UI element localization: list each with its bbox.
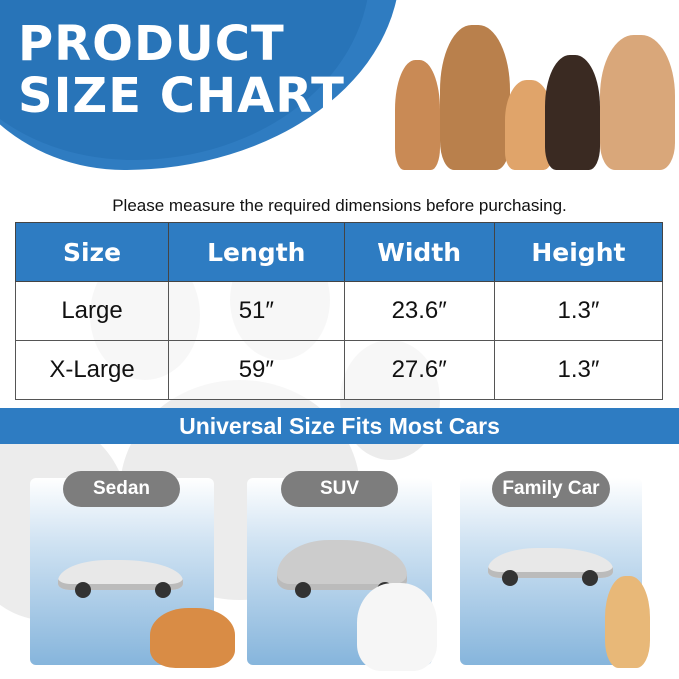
- wheel: [502, 570, 518, 586]
- wheel: [295, 582, 311, 598]
- puppy-image: [605, 576, 650, 668]
- car-card-sedan: [30, 478, 235, 668]
- universal-size-banner: Universal Size Fits Most Cars: [0, 408, 679, 444]
- wheel: [582, 570, 598, 586]
- dog-image: [440, 25, 510, 170]
- cell-length: 59″: [168, 340, 345, 400]
- car-card-family: [460, 478, 650, 668]
- dog-image: [545, 55, 600, 170]
- measure-note: Please measure the required dimensions b…: [112, 196, 567, 215]
- table-row: X-Large 59″ 27.6″ 1.3″: [14, 340, 664, 400]
- size-table: Size Length Width Height Large 51″ 23.6″…: [14, 222, 664, 400]
- pets-photo: [390, 20, 675, 170]
- header-length: Length: [168, 222, 345, 282]
- family-car-label: Family Car: [492, 471, 610, 507]
- header-size: Size: [14, 222, 170, 282]
- cell-length: 51″: [168, 281, 345, 341]
- header-width: Width: [343, 222, 495, 282]
- car-card-suv: [247, 478, 437, 671]
- wheel: [75, 582, 91, 598]
- cat-image: [600, 35, 675, 170]
- cat-image: [395, 60, 440, 170]
- cell-size: X-Large: [14, 340, 170, 400]
- header-height: Height: [493, 222, 664, 282]
- table-header-row: Size Length Width Height: [14, 222, 664, 282]
- cell-height: 1.3″: [493, 340, 664, 400]
- title-line-1: PRODUCT: [18, 16, 285, 72]
- cell-width: 27.6″: [343, 340, 495, 400]
- wheel: [155, 582, 171, 598]
- corgi-image: [150, 608, 235, 668]
- samoyed-image: [357, 583, 437, 671]
- title-line-2: SIZE CHART: [18, 68, 345, 124]
- suv-label: SUV: [281, 471, 398, 507]
- page-title: PRODUCT SIZE CHART: [18, 18, 345, 122]
- suv-car-image: [277, 540, 407, 590]
- cell-height: 1.3″: [493, 281, 664, 341]
- cell-size: Large: [14, 281, 170, 341]
- cell-width: 23.6″: [343, 281, 495, 341]
- table-row: Large 51″ 23.6″ 1.3″: [14, 281, 664, 341]
- sedan-label: Sedan: [63, 471, 180, 507]
